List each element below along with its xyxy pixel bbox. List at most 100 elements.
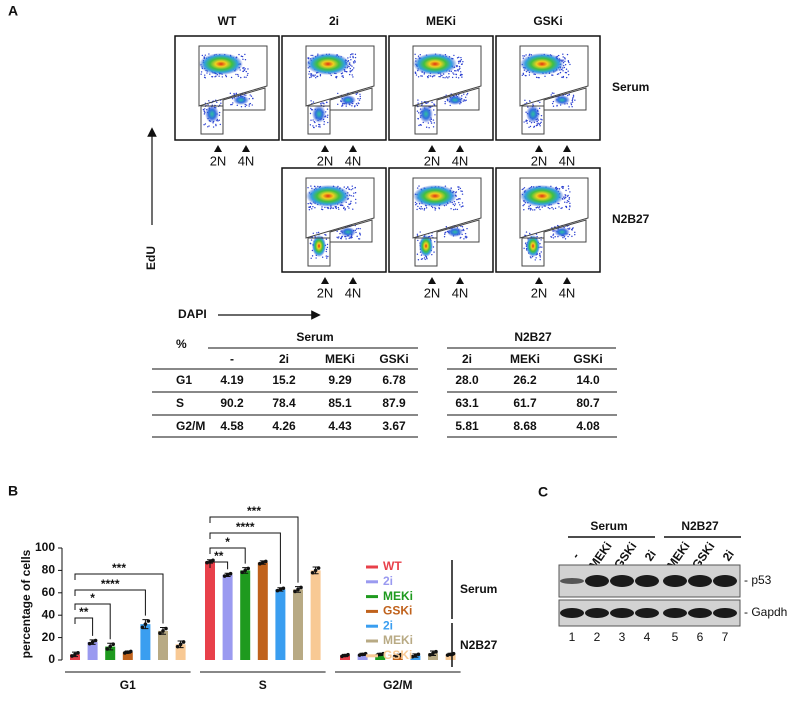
event-dot: [240, 76, 242, 79]
event-dot: [567, 70, 569, 72]
event-dot: [455, 73, 457, 76]
event-dot: [310, 243, 312, 245]
event-dot: [352, 53, 354, 55]
event-dot: [565, 189, 567, 192]
event-dot: [428, 75, 430, 77]
replicate-dot: [378, 652, 383, 657]
event-dot: [350, 70, 353, 72]
gate: [329, 87, 373, 111]
event-dot: [232, 102, 234, 104]
gate: [305, 177, 375, 239]
event-dot: [525, 120, 527, 122]
bar: [122, 652, 133, 660]
event-dot: [338, 208, 340, 210]
event-dot: [321, 102, 323, 104]
event-dot: [310, 203, 313, 205]
replicate-dot: [396, 653, 400, 658]
event-dot: [218, 111, 221, 114]
event-dot: [416, 233, 419, 236]
event-dot: [539, 208, 541, 211]
legend-label: GSKi: [383, 604, 412, 618]
sig-bracket: [74, 573, 164, 624]
event-dot: [316, 232, 318, 234]
gate: [412, 45, 482, 107]
event-dot: [565, 76, 568, 79]
event-dot: [318, 126, 320, 128]
event-dot: [568, 94, 570, 96]
density: [340, 95, 356, 105]
event-dot: [448, 73, 450, 75]
x-tick-label: G1: [120, 678, 136, 692]
event-dot: [569, 63, 571, 66]
event-dot: [425, 257, 428, 259]
event-dot: [457, 77, 460, 79]
event-dot: [457, 188, 460, 191]
arrowhead: [563, 277, 571, 284]
table-cell: 6.78: [382, 373, 406, 387]
event-dot: [463, 99, 465, 101]
arrowhead: [321, 145, 329, 152]
event-dot: [460, 58, 463, 61]
event-dot: [359, 95, 361, 98]
event-dot: [454, 70, 456, 72]
bar: [293, 589, 303, 660]
event-dot: [350, 59, 352, 61]
event-dot: [337, 237, 339, 239]
event-dot: [245, 76, 247, 78]
replicate-dot: [228, 571, 233, 576]
event-dot: [237, 73, 239, 76]
band-label: - Gapdh: [744, 605, 787, 619]
event-dot: [561, 185, 564, 188]
event-dot: [204, 54, 207, 56]
event-dot: [311, 255, 314, 257]
event-dot: [203, 113, 206, 115]
event-dot: [524, 242, 527, 244]
event-dot: [327, 121, 329, 124]
event-dot: [574, 99, 576, 101]
event-dot: [417, 102, 419, 104]
event-dot: [352, 61, 355, 63]
event-dot: [323, 123, 325, 126]
event-dot: [230, 103, 232, 106]
event-dot: [421, 258, 424, 260]
event-dot: [522, 55, 524, 57]
gate: [521, 237, 545, 267]
event-dot: [357, 227, 359, 230]
table-cell: 26.2: [513, 373, 537, 387]
event-dot: [431, 253, 433, 256]
event-dot: [534, 209, 536, 211]
event-dot: [465, 237, 467, 239]
event-dot: [345, 238, 347, 240]
gate-label: 2N: [317, 153, 334, 168]
replicate-dot: [258, 561, 262, 566]
event-dot: [427, 101, 429, 104]
event-dot: [337, 206, 340, 209]
panel-label: A: [8, 3, 18, 19]
event-dot: [438, 207, 440, 209]
event-dot: [453, 54, 455, 57]
gate: [222, 87, 266, 111]
replicate-dot: [275, 588, 280, 593]
event-dot: [570, 102, 572, 104]
blot-group: Serum: [590, 519, 627, 533]
event-dot: [540, 118, 542, 120]
event-dot: [202, 108, 205, 111]
event-dot: [460, 190, 462, 192]
event-dot: [554, 236, 556, 238]
event-dot: [462, 228, 465, 231]
event-dot: [449, 104, 451, 107]
density: [554, 95, 570, 105]
event-dot: [203, 76, 206, 79]
event-dot: [352, 56, 354, 59]
event-dot: [562, 76, 564, 79]
event-dot: [557, 73, 560, 75]
event-dot: [528, 205, 530, 208]
lane-number: 6: [697, 630, 704, 644]
event-dot: [357, 102, 359, 104]
event-dot: [565, 68, 568, 70]
gate: [307, 105, 331, 135]
event-dot: [216, 101, 218, 104]
event-dot: [341, 105, 343, 107]
event-dot: [451, 76, 454, 79]
event-dot: [457, 70, 459, 72]
